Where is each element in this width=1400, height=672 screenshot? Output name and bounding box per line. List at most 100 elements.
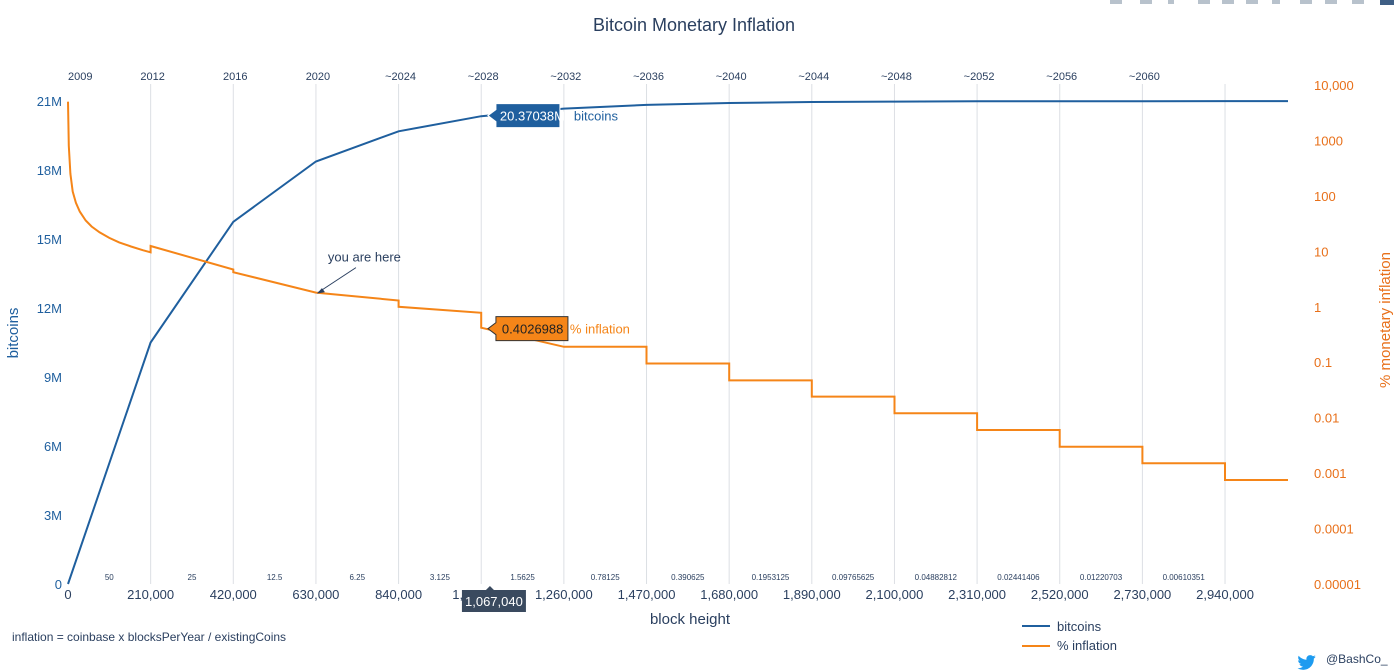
inflation-line bbox=[67, 101, 1288, 481]
reward-label: 25 bbox=[188, 573, 197, 582]
twitter-icon bbox=[1297, 655, 1316, 670]
hover-value-x: 1,067,040 bbox=[465, 594, 523, 609]
y-tick-label: 6M bbox=[44, 439, 62, 454]
reward-label: 0.1953125 bbox=[752, 573, 790, 582]
x-tick-label: 0 bbox=[64, 587, 71, 602]
y2-tick-label: 0.0001 bbox=[1314, 522, 1354, 537]
y-tick-label: 21M bbox=[37, 94, 62, 109]
x-tick-label: 630,000 bbox=[292, 587, 339, 602]
spike-lines-icon[interactable] bbox=[1300, 0, 1312, 4]
y2-tick-label: 10,000 bbox=[1314, 78, 1354, 93]
x-tick-label: 2,310,000 bbox=[948, 587, 1006, 602]
hover-box-bitcoins bbox=[487, 103, 561, 129]
reward-label: 0.01220703 bbox=[1080, 573, 1123, 582]
y-tick-label: 18M bbox=[37, 163, 62, 178]
y2-tick-label: 100 bbox=[1314, 189, 1336, 204]
x-tick-label: 1,470,000 bbox=[618, 587, 676, 602]
x-tick-label: 1,260,000 bbox=[535, 587, 593, 602]
reward-label: 1.5625 bbox=[510, 573, 535, 582]
x-tick-label: 420,000 bbox=[210, 587, 257, 602]
x-tick-label: 840,000 bbox=[375, 587, 422, 602]
reward-label: 50 bbox=[105, 573, 114, 582]
legend: bitcoins % inflation bbox=[1022, 619, 1117, 653]
zoom-in-icon[interactable] bbox=[1198, 0, 1210, 4]
reward-label: 0.02441406 bbox=[997, 573, 1040, 582]
series-layer bbox=[67, 100, 1288, 585]
hover-value-inflation: 0.4026988 bbox=[502, 322, 563, 337]
hover-box-inflation bbox=[487, 316, 569, 342]
legend-label-inflation[interactable]: % inflation bbox=[1057, 638, 1117, 653]
y2-tick-label: 1 bbox=[1314, 300, 1321, 315]
grid bbox=[150, 84, 1226, 584]
pan-icon[interactable] bbox=[1168, 0, 1174, 4]
autoscale-icon[interactable] bbox=[1246, 0, 1258, 4]
era-labels: 2009 2012 2016 2020 ~2024 ~2028 ~2032 ~2036 ~204… bbox=[68, 71, 1160, 83]
y-tick-label: 0 bbox=[55, 577, 62, 592]
camera-icon[interactable] bbox=[1110, 0, 1122, 4]
reward-label: 6.25 bbox=[349, 573, 365, 582]
y-axis-ticks: 0 3M 6M 9M 12M 15M 18M 21M bbox=[37, 94, 62, 592]
x-tick-label: 2,520,000 bbox=[1031, 587, 1089, 602]
zoom-icon[interactable] bbox=[1140, 0, 1152, 4]
annotation-arrow bbox=[317, 267, 357, 294]
era-label: ~2024 bbox=[385, 71, 416, 83]
x-tick-label: 2,100,000 bbox=[866, 587, 924, 602]
era-label: ~2032 bbox=[550, 71, 581, 83]
annotation-layer: you are here bbox=[316, 250, 401, 294]
x-tick-label: 1,890,000 bbox=[783, 587, 841, 602]
reward-label: 0.09765625 bbox=[832, 573, 875, 582]
y-tick-label: 12M bbox=[37, 301, 62, 316]
y-tick-label: 3M bbox=[44, 508, 62, 523]
y2-tick-label: 0.00001 bbox=[1314, 577, 1361, 592]
chart-title: Bitcoin Monetary Inflation bbox=[593, 15, 795, 35]
y2-tick-label: 1000 bbox=[1314, 133, 1343, 148]
era-label: 2016 bbox=[223, 71, 247, 83]
y2-axis-ticks: 0.00001 0.0001 0.001 0.01 0.1 1 10 100 1000 10,00… bbox=[1314, 78, 1361, 592]
modebar bbox=[1110, 0, 1394, 5]
x-tick-label: 2,730,000 bbox=[1113, 587, 1171, 602]
y-tick-label: 15M bbox=[37, 232, 62, 247]
era-label: ~2040 bbox=[716, 71, 747, 83]
y2-tick-label: 0.001 bbox=[1314, 466, 1347, 481]
annotation-text: you are here bbox=[328, 250, 401, 265]
hover-label-bitcoins: bitcoins bbox=[574, 109, 619, 124]
x-axis-label: block height bbox=[650, 611, 731, 628]
legend-label-bitcoins[interactable]: bitcoins bbox=[1057, 619, 1102, 634]
x-axis-ticks: 0210,000420,000630,000840,0001,050,0001,… bbox=[64, 587, 1254, 602]
hover-closest-icon[interactable] bbox=[1325, 0, 1337, 4]
reward-label: 3.125 bbox=[430, 573, 451, 582]
era-label: 2009 bbox=[68, 71, 92, 83]
reset-axes-icon[interactable] bbox=[1272, 0, 1280, 4]
era-label: ~2056 bbox=[1046, 71, 1077, 83]
reward-labels: 50 25 12.5 6.25 3.125 1.5625 0.78125 0.390625 0.… bbox=[105, 573, 1206, 582]
reward-label: 12.5 bbox=[267, 573, 283, 582]
reward-label: 0.390625 bbox=[671, 573, 705, 582]
era-label: ~2052 bbox=[964, 71, 995, 83]
era-label: ~2036 bbox=[633, 71, 664, 83]
hover-compare-icon[interactable] bbox=[1352, 0, 1364, 4]
bitcoins-line bbox=[67, 100, 1288, 585]
footnote: inflation = coinbase x blocksPerYear / e… bbox=[12, 630, 286, 644]
x-tick-label: 210,000 bbox=[127, 587, 174, 602]
era-label: ~2060 bbox=[1129, 71, 1160, 83]
x-tick-label: 1,680,000 bbox=[700, 587, 758, 602]
y2-tick-label: 10 bbox=[1314, 244, 1328, 259]
reward-label: 0.04882812 bbox=[915, 573, 958, 582]
credit: @BashCo_ bbox=[1297, 652, 1388, 670]
plotly-logo-icon[interactable] bbox=[1380, 0, 1394, 5]
credit-handle: @BashCo_ bbox=[1326, 652, 1388, 666]
era-label: ~2048 bbox=[881, 71, 912, 83]
hover-value-bitcoins: 20.37038M bbox=[500, 109, 565, 124]
era-label: 2012 bbox=[140, 71, 164, 83]
x-tick-label: 2,940,000 bbox=[1196, 587, 1254, 602]
hover-layer: 20.37038M bitcoins 0.4026988 % inflation 1,0… bbox=[461, 103, 630, 612]
y2-tick-label: 0.01 bbox=[1314, 411, 1339, 426]
zoom-out-icon[interactable] bbox=[1222, 0, 1234, 4]
y2-axis-label: % monetary inflation bbox=[1377, 252, 1394, 388]
reward-label: 0.00610351 bbox=[1163, 573, 1206, 582]
y2-tick-label: 0.1 bbox=[1314, 355, 1332, 370]
reward-label: 0.78125 bbox=[591, 573, 620, 582]
era-label: 2020 bbox=[306, 71, 330, 83]
y-axis-label: bitcoins bbox=[5, 308, 22, 359]
